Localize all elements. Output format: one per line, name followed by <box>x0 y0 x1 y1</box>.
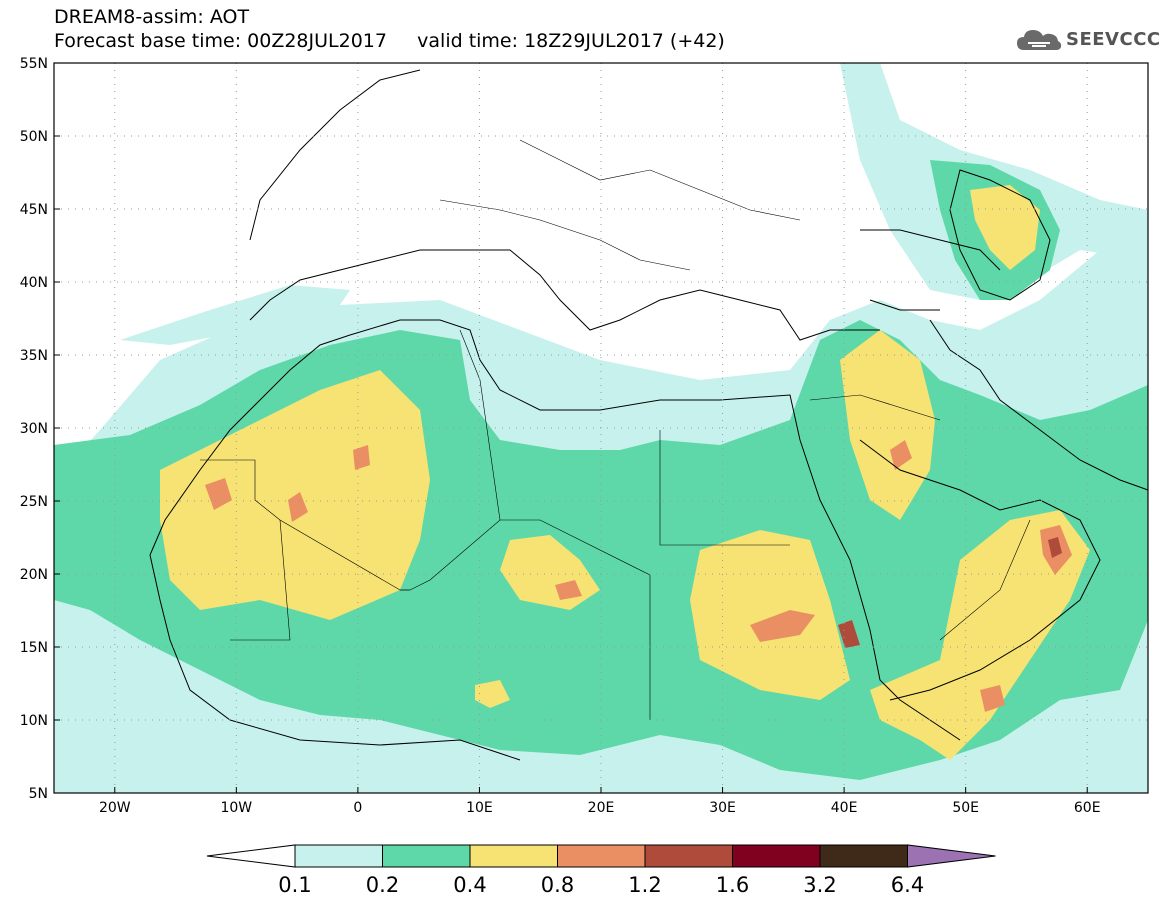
aot-map: 20W 10W 0 10E 20E 30E 40E 50E 60E 55N 50N 45N 40N 35… <box>20 56 1149 816</box>
colorbar-legend: 0.1 0.2 0.4 0.8 1.2 1.6 3.2 6.4 <box>206 844 996 897</box>
lon-label: 50E <box>952 800 979 816</box>
lat-label: 20N <box>20 567 48 583</box>
country-borders <box>200 139 1031 720</box>
lon-label: 10W <box>220 800 252 816</box>
lon-label: 60E <box>1074 800 1101 816</box>
aot-band-0.4-sudan <box>690 530 850 700</box>
aot-band-0.8-yemen <box>980 685 1005 712</box>
aot-band-0.8-mauritania <box>205 478 232 510</box>
legend-label: 1.6 <box>716 873 749 897</box>
lon-label: 30E <box>709 800 736 816</box>
lon-label: 0 <box>353 800 362 816</box>
aot-band-0.8-algeria <box>353 445 370 470</box>
legend-label: 3.2 <box>803 873 836 897</box>
legend-label: 0.8 <box>541 873 574 897</box>
longitude-labels: 20W 10W 0 10E 20E 30E 40E 50E 60E <box>99 800 1101 816</box>
graticule <box>54 63 1148 793</box>
aot-band-0.4-nigeria <box>475 680 510 708</box>
lat-label: 30N <box>20 421 48 437</box>
lat-label: 35N <box>20 348 48 364</box>
aot-band-1.2-oman <box>1048 537 1062 558</box>
lon-label: 10E <box>466 800 493 816</box>
lon-label: 40E <box>831 800 858 816</box>
lat-label: 5N <box>29 786 48 802</box>
forecast-time-line: Forecast base time: 00Z28JUL2017 valid t… <box>54 30 725 52</box>
lat-label: 45N <box>20 202 48 218</box>
legend-under-triangle <box>206 844 296 868</box>
legend-label: 0.2 <box>366 873 399 897</box>
aot-band-0.4-arabia-north <box>840 330 935 520</box>
legend-color-box <box>819 844 908 868</box>
legend-color-box <box>382 844 471 868</box>
aot-band-0.1-west <box>120 285 350 345</box>
aot-band-0.8-saudi <box>890 440 912 470</box>
lat-label: 15N <box>20 640 48 656</box>
cloud-icon <box>1017 30 1062 50</box>
lat-label: 25N <box>20 494 48 510</box>
legend-color-box <box>644 844 733 868</box>
lon-label: 20E <box>588 800 615 816</box>
lat-label: 50N <box>20 129 48 145</box>
logo-text: SEEVCCC <box>1066 28 1161 50</box>
map-title: DREAM8-assim: AOT <box>54 6 250 28</box>
aot-band-0.8-chad <box>555 580 582 600</box>
lat-label: 55N <box>20 56 48 72</box>
lon-label: 20W <box>99 800 131 816</box>
aot-band-0.4-arabia-south <box>870 510 1090 760</box>
legend-color-box <box>557 844 646 868</box>
aot-band-0.4-west <box>160 370 430 620</box>
aot-band-0.2-coast <box>60 540 140 565</box>
aot-band-0.8-mali <box>288 492 308 522</box>
legend-color-box <box>294 844 383 868</box>
legend-color-box <box>732 844 821 868</box>
legend-color-box <box>469 844 558 868</box>
aot-band-0.4-caspian <box>970 185 1040 270</box>
seevccc-logo: SEEVCCC <box>1016 24 1161 54</box>
legend-label: 0.1 <box>278 873 311 897</box>
legend-label: 6.4 <box>891 873 924 897</box>
latitude-labels: 55N 50N 45N 40N 35N 30N 25N 20N 15N 10N 5N <box>20 56 48 802</box>
legend-label: 1.2 <box>628 873 661 897</box>
aot-band-0.8-sudan <box>750 610 815 642</box>
aot-band-1.2-eritrea <box>838 620 860 648</box>
legend-label: 0.4 <box>453 873 486 897</box>
lat-label: 10N <box>20 713 48 729</box>
axis-ticks <box>54 62 1088 794</box>
legend-over-triangle <box>907 844 996 868</box>
lat-label: 40N <box>20 275 48 291</box>
